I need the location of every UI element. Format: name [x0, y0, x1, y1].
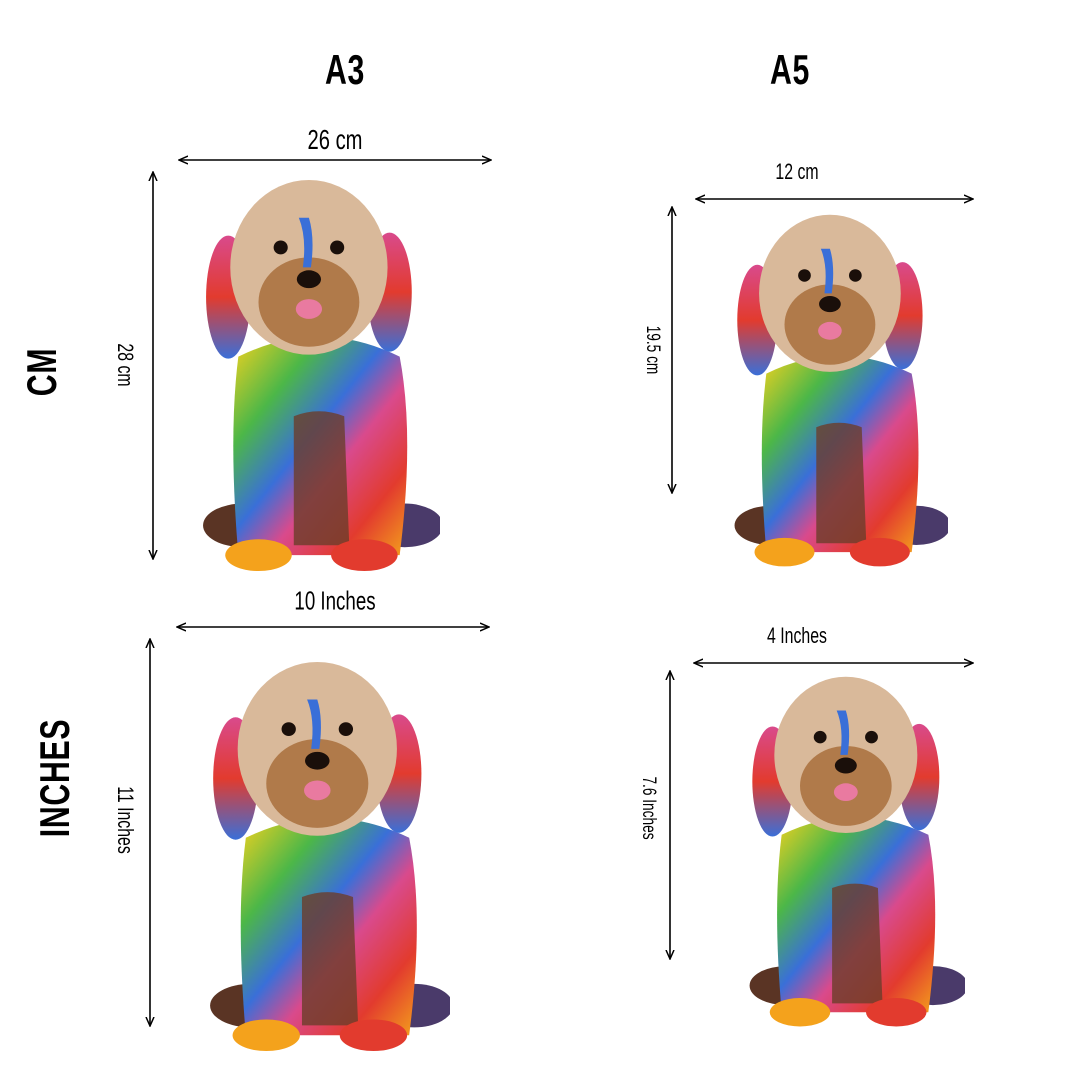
- a3-cm-width-label: 26 cm: [307, 124, 363, 155]
- dog-image-a5-in: [749, 676, 965, 1027]
- dog-image-a3-cm: [203, 179, 440, 572]
- dog-image-a5-cm: [734, 214, 948, 567]
- a5-cm-width-label: 12 cm: [775, 159, 819, 184]
- dog-image-a3-in: [210, 661, 450, 1052]
- a5-in-width-label: 4 Inches: [767, 623, 827, 648]
- a3-cm-height-label: 28 cm: [113, 343, 138, 387]
- column-header-a5: A5: [769, 46, 811, 93]
- a5-cm-height-label: 19.5 cm: [642, 325, 663, 375]
- a5-in-height-label: 7.6 Inches: [638, 776, 659, 840]
- a3-in-width-label: 10 Inches: [294, 585, 376, 616]
- a3-in-height-label: 11 Inches: [113, 786, 138, 854]
- column-header-a3: A3: [324, 46, 366, 93]
